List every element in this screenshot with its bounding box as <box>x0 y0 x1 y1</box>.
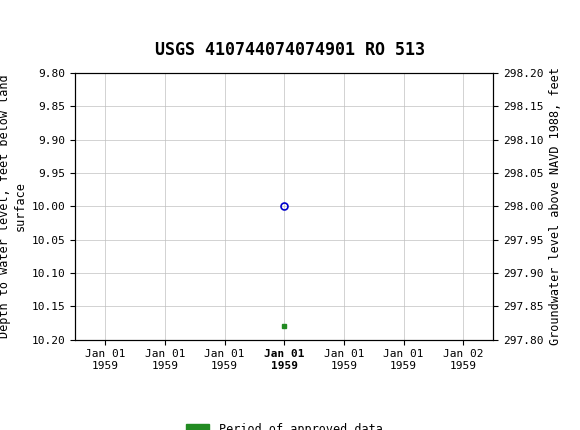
Y-axis label: Depth to water level, feet below land
surface: Depth to water level, feet below land su… <box>0 74 26 338</box>
Y-axis label: Groundwater level above NAVD 1988, feet: Groundwater level above NAVD 1988, feet <box>549 68 562 345</box>
Text: ▒: ▒ <box>2 13 17 32</box>
Text: USGS 410744074074901 RO 513: USGS 410744074074901 RO 513 <box>155 41 425 59</box>
Text: USGS: USGS <box>10 13 70 32</box>
Legend: Period of approved data: Period of approved data <box>181 418 387 430</box>
